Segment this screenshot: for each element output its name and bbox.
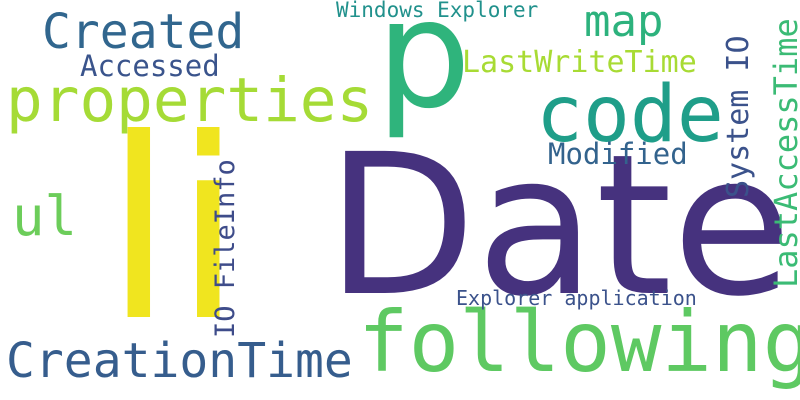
word-system-io: System IO [721, 35, 756, 198]
word-created: Created [42, 4, 245, 60]
word-modified: Modified [548, 137, 688, 171]
word-lastwritetime: LastWriteTime [462, 45, 697, 80]
word-following: following [358, 293, 800, 391]
word-windows-explorer: Windows Explorer [336, 0, 539, 22]
word-creationtime: CreationTime [6, 333, 353, 389]
word-explorer-application: Explorer application [456, 286, 697, 310]
word-date: Date [326, 112, 793, 339]
word-code: code [536, 70, 724, 160]
word-lastaccesstime: LastAccessTime [767, 18, 800, 288]
word-li: li [104, 85, 243, 376]
word-map: map [584, 0, 664, 47]
word-p: p [376, 0, 472, 142]
word-properties: properties [6, 65, 374, 136]
word-io-fileinfo: IO FileInfo [210, 159, 241, 338]
word-accessed: Accessed [80, 49, 220, 83]
word-ul: ul [12, 185, 78, 248]
